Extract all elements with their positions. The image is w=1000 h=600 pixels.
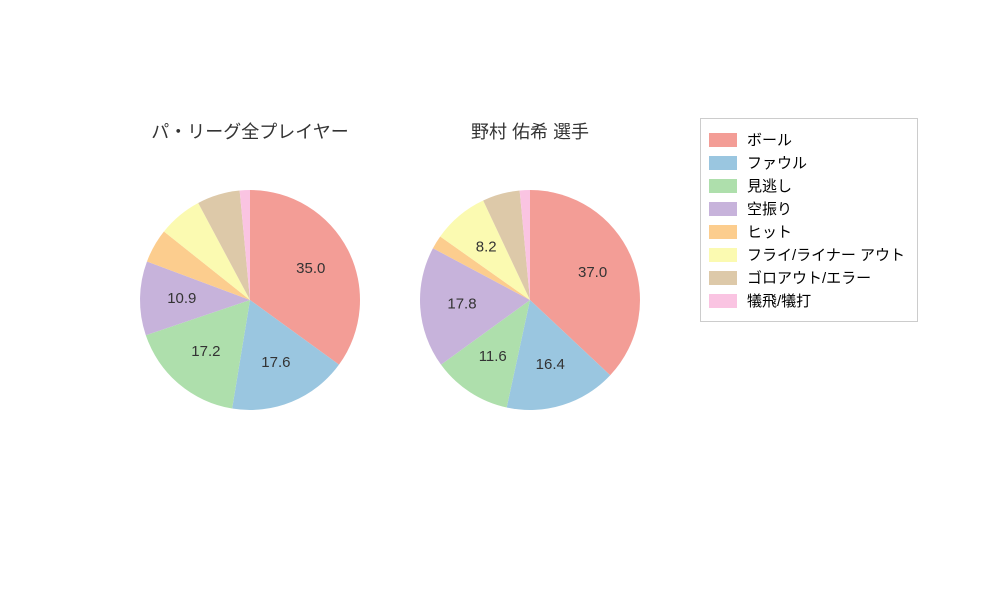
legend-label-hit: ヒット [747,221,792,242]
legend-swatch-swing [709,202,737,216]
legend-swatch-flyout [709,248,737,262]
legend-swatch-sacrifice [709,294,737,308]
pie-label-league-foul: 17.6 [261,354,290,371]
pie-label-player-flyout: 8.2 [476,239,497,256]
pie-label-player-foul: 16.4 [536,356,565,373]
legend-item-sacrifice: 犠飛/犠打 [709,290,905,311]
legend-label-miss: 見逃し [747,175,792,196]
pie-label-player-miss: 11.6 [479,348,507,365]
legend-label-groundout: ゴロアウト/エラー [747,267,871,288]
legend-item-hit: ヒット [709,221,905,242]
legend-item-ball: ボール [709,129,905,150]
legend-swatch-foul [709,156,737,170]
legend-label-flyout: フライ/ライナー アウト [747,244,905,265]
legend-item-swing: 空振り [709,198,905,219]
legend-item-foul: ファウル [709,152,905,173]
legend-label-foul: ファウル [747,152,807,173]
legend-label-swing: 空振り [747,198,792,219]
pie-label-player-swing: 17.8 [447,296,476,313]
legend-swatch-miss [709,179,737,193]
pie-label-league-ball: 35.0 [296,260,325,277]
legend-item-flyout: フライ/ライナー アウト [709,244,905,265]
legend: ボールファウル見逃し空振りヒットフライ/ライナー アウトゴロアウト/エラー犠飛/… [700,118,918,322]
legend-label-sacrifice: 犠飛/犠打 [747,290,811,311]
legend-swatch-ball [709,133,737,147]
pie-label-league-miss: 17.2 [191,343,220,360]
legend-label-ball: ボール [747,129,792,150]
pie-label-player-ball: 37.0 [578,264,607,281]
chart-container: { "background_color": "#ffffff", "title_… [0,0,1000,600]
legend-item-miss: 見逃し [709,175,905,196]
pie-label-league-swing: 10.9 [167,290,196,307]
legend-swatch-groundout [709,271,737,285]
legend-item-groundout: ゴロアウト/エラー [709,267,905,288]
legend-swatch-hit [709,225,737,239]
